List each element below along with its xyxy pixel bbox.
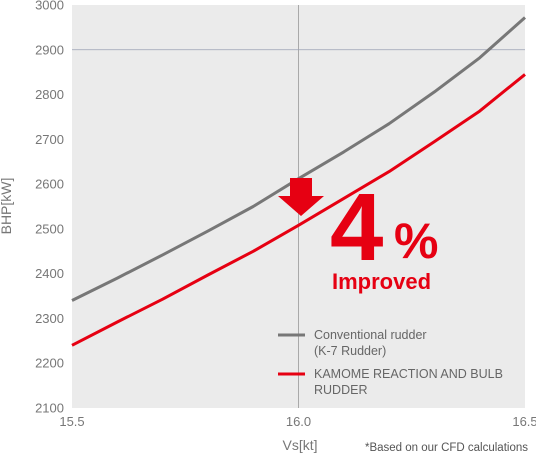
improvement-value: 4 — [330, 174, 383, 281]
x-tick-labels: 15.5 16.0 16.5 — [59, 414, 536, 429]
x-tick-label: 16.5 — [512, 414, 536, 429]
y-tick-label: 2900 — [35, 42, 64, 57]
y-tick-label: 2100 — [35, 401, 64, 416]
y-tick-label: 2600 — [35, 177, 64, 192]
footnote: *Based on our CFD calculations — [365, 442, 528, 454]
y-tick-label: 2300 — [35, 311, 64, 326]
improvement-unit: % — [394, 213, 438, 269]
y-axis-label: BHP[kW] — [0, 178, 14, 235]
improvement-annotation: 4 % Improved — [278, 174, 438, 294]
down-arrow-icon — [278, 178, 324, 216]
y-tick-label: 2700 — [35, 132, 64, 147]
legend-label-conventional-2: (K-7 Rudder) — [314, 344, 386, 358]
x-tick-label: 15.5 — [59, 414, 84, 429]
y-tick-label: 2800 — [35, 87, 64, 102]
y-tick-labels: 2100 2200 2300 2400 2500 2600 2700 2800 2900 3000 — [35, 0, 64, 416]
y-tick-label: 2500 — [35, 221, 64, 236]
y-tick-label: 2400 — [35, 266, 64, 281]
legend-label-kamome-1: KAMOME REACTION AND BULB — [314, 367, 503, 381]
x-axis-label: Vs[kt] — [282, 437, 317, 453]
legend-label-kamome-2: RUDDER — [314, 383, 367, 397]
improvement-label: Improved — [332, 269, 431, 294]
y-tick-label: 3000 — [35, 0, 64, 13]
series-line-1 — [71, 73, 526, 347]
legend-label-conventional-1: Conventional rudder — [314, 328, 427, 342]
legend: Conventional rudder (K-7 Rudder) KAMOME … — [278, 328, 503, 397]
y-tick-label: 2200 — [35, 356, 64, 371]
x-tick-label: 16.0 — [286, 414, 311, 429]
